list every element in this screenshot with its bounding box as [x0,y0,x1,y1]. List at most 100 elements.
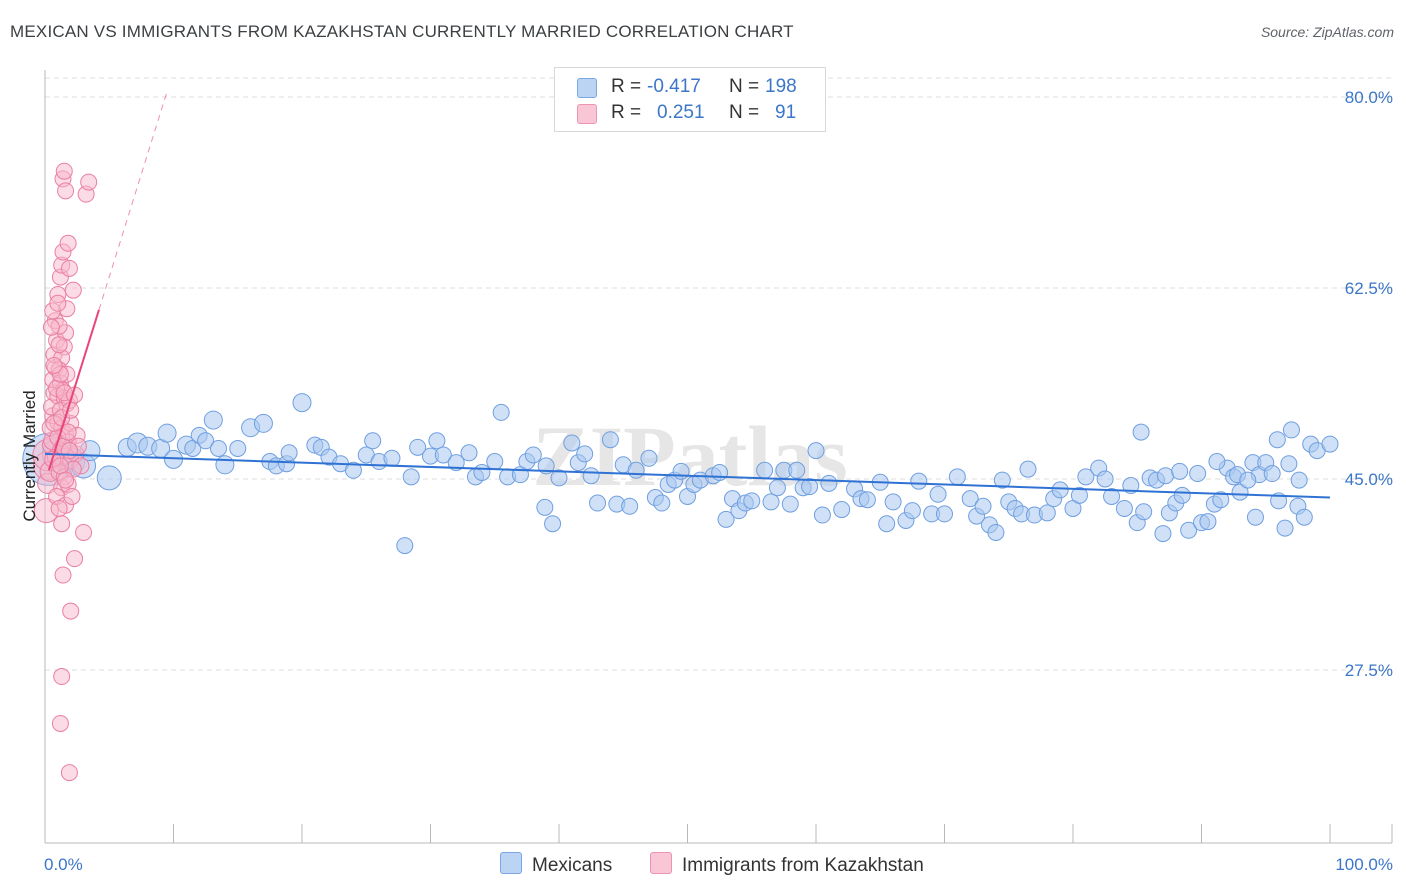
mexicans-point [627,461,645,479]
mexicans-point [576,445,594,463]
kazakhstan-point [55,162,73,180]
kazakhstan-point [50,499,68,517]
kazakhstan-point [75,523,93,541]
kazakhstan-point [51,457,69,475]
mexicans-point [1135,503,1153,521]
mexicans-point [1189,465,1207,483]
mexicans-point [833,501,851,519]
bottom-legend-label: Mexicans [532,855,613,876]
kazakhstan-point [54,566,72,584]
kazakhstan-point [53,515,71,533]
mexicans-point [563,434,581,452]
mexicans-point [1231,483,1249,501]
mexicans-point [1132,423,1150,441]
legend-n-label: N = [729,76,760,97]
correlation-legend: R = -0.417 N = 198 R = 0.251 N = 91 [554,67,826,132]
mexicans-point [492,403,510,421]
legend-r-value: -0.417 [647,76,701,97]
kazakhstan-trend-line [47,309,100,471]
mexicans-point [948,468,966,486]
mexicans-point [993,471,1011,489]
mexicans-point [1199,513,1217,531]
mexicans-point [1171,462,1189,480]
mexicans-point [203,410,223,430]
mexicans-trend-line [44,452,1331,499]
mexicans-point [743,492,761,510]
mexicans-point [621,497,639,515]
mexicans-point [1180,521,1198,539]
kazakhstan-point [50,336,68,354]
bottom-legend-kazakhstan: Immigrants from Kazakhstan [650,852,924,877]
mexicans-point [1154,525,1172,543]
legend-n-value: 198 [765,76,797,97]
kazakhstan-point [80,173,98,191]
mexicans-point [903,502,921,520]
bottom-swatch-pink [650,852,672,874]
mexicans-point [1096,470,1114,488]
y-tick-label: 45.0% [1345,470,1393,489]
mexicans-point [1051,481,1069,499]
kazakhstan-trend-extension [98,91,168,310]
kazakhstan-point [42,318,60,336]
mexicans-point [589,494,607,512]
mexicans-point [524,446,542,464]
tick-labels: 27.5% 45.0% 62.5% 80.0% 0.0% 100.0% [44,88,1393,874]
kazakhstan-point [57,471,75,489]
mexicans-point [473,463,491,481]
y-axis-label: Currently Married [20,390,39,522]
mexicans-point [1173,486,1191,504]
mexicans-point [344,461,362,479]
mexicans-point [711,463,729,481]
kazakhstan-point [59,234,77,252]
y-tick-label: 80.0% [1345,88,1393,107]
mexicans-point [987,523,1005,541]
legend-r-value: 0.251 [657,102,705,123]
mexicans-point [1157,467,1175,485]
mexicans-point [1122,477,1140,495]
mexicans-point [768,479,786,497]
kazakhstan-point [60,442,78,460]
mexicans-point [601,431,619,449]
grid-lines [45,77,1392,671]
mexicans-point [1212,491,1230,509]
bottom-legend-mexicans: Mexicans [500,852,612,877]
mexicans-point [1246,508,1264,526]
kazakhstan-point [49,294,67,312]
mexicans-point [640,449,658,467]
mexicans-point [434,446,452,464]
mexicans-point [229,439,247,457]
x-tick-label: 100.0% [1335,855,1393,874]
bottom-legend-label: Immigrants from Kazakhstan [682,855,924,876]
mexicans-point [1321,435,1339,453]
mexicans-point [253,413,273,433]
mexicans-point [215,455,235,475]
y-tick-label: 62.5% [1345,279,1393,298]
mexicans-point [428,432,446,450]
legend-swatch-pink [577,104,597,124]
mexicans-point [717,510,735,528]
mexicans-point [1268,431,1286,449]
mexicans-point [383,449,401,467]
kazakhstan-point [51,714,69,732]
mexicans-point [807,442,825,460]
kazakhstan-point [63,487,81,505]
mexicans-point [536,498,554,516]
mexicans-point [197,432,215,450]
y-tick-label: 27.5% [1345,661,1393,680]
mexicans-point [550,469,568,487]
legend-n-label: N = [729,102,760,123]
mexicans-point [364,432,382,450]
mexicans-point [1290,471,1308,489]
mexicans-point [447,454,465,472]
mexicans-point [813,506,831,524]
kazakhstan-point [57,182,75,200]
mexicans-point [653,494,671,512]
mexicans-point [1280,455,1298,473]
mexicans-point [409,438,427,456]
legend-r-label: R = [611,76,642,97]
legend-n-value: 91 [775,102,797,123]
mexicans-point [1115,499,1133,517]
mexicans-point [292,393,312,413]
kazakhstan-point [62,602,80,620]
mexicans-point [974,497,992,515]
